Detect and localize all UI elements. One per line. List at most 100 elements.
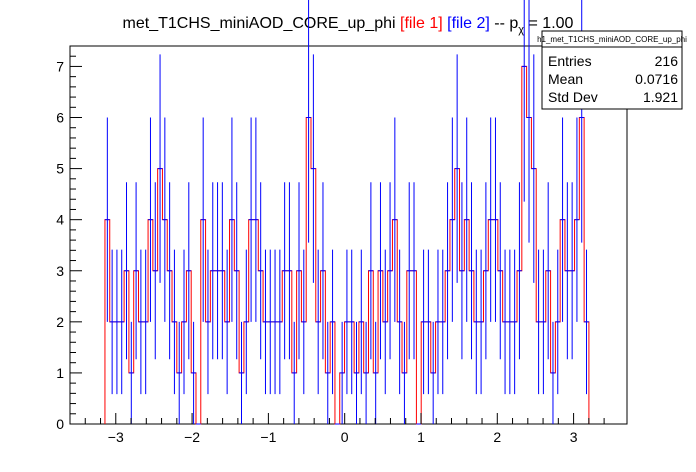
series-2-bin: [315, 249, 321, 395]
series-2-bin: [157, 54, 163, 283]
title-sep: -- p: [494, 15, 518, 32]
series-2-bin: [392, 117, 398, 322]
stats-value-stddev: 1.921: [643, 89, 678, 105]
series-2-bin: [354, 321, 359, 424]
series-2-bin: [569, 182, 575, 360]
stats-value-mean: 0.0716: [635, 71, 678, 87]
series-2-bin: [243, 249, 249, 395]
series-2-bin: [176, 321, 182, 424]
series-2-bin: [282, 182, 288, 360]
series-2-bin: [128, 321, 134, 424]
series-2-bin: [550, 321, 556, 424]
stats-box-border: [541, 30, 683, 110]
series-2-bin: [200, 117, 206, 322]
series-2-bin: [339, 321, 345, 424]
series-2-bin: [421, 249, 426, 395]
series-2-bin: [459, 182, 465, 360]
series-2-bin: [469, 182, 474, 360]
series-2-bin: [425, 249, 431, 395]
series-2-bin: [172, 249, 177, 395]
series-2-bin: [493, 117, 498, 322]
y-tick-label: 6: [56, 110, 64, 126]
y-tick-label: 4: [56, 212, 64, 228]
series-2-bin: [445, 182, 450, 360]
series-2-bin: [152, 182, 158, 360]
axes-layer: −3 −2 −1 0 1 2 3 0 1 2 3 4 5 6 7: [56, 55, 605, 445]
series-2-bin: [291, 321, 297, 424]
series-2-bin: [205, 249, 211, 395]
series-2-bin: [215, 182, 220, 360]
series-2-bin: [378, 182, 383, 360]
x-tick-label: −1: [260, 429, 276, 445]
series-2-bin: [397, 249, 403, 395]
x-tick-label: 2: [493, 429, 501, 445]
series-2-bin: [406, 182, 412, 360]
series-2-bin: [191, 321, 196, 424]
series-2-bin: [526, 0, 532, 243]
y-tick-label: 1: [56, 365, 64, 381]
series-2-bin: [349, 249, 355, 395]
title-pval: = 1.00: [524, 15, 573, 32]
series-2-bin: [330, 249, 335, 395]
title-main: met_T1CHS_miniAOD_CORE_up_phi: [123, 15, 396, 32]
series-2-bin: [382, 249, 388, 395]
series-2-bin: [162, 117, 168, 322]
series-2-bin: [521, 0, 527, 202]
x-tick-label: 1: [417, 429, 425, 445]
series-2-bin: [555, 249, 561, 395]
series-2-bin: [358, 249, 364, 395]
series-2-bin: [253, 117, 259, 322]
title-sub: χ: [518, 24, 524, 36]
series-2-bin: [167, 182, 173, 360]
series-2-bin: [148, 117, 153, 322]
chart-title: met_T1CHS_miniAOD_CORE_up_phi [file 1] […: [123, 15, 574, 36]
y-tick-label: 5: [56, 161, 64, 177]
series-2-bin: [435, 249, 441, 395]
plot-frame: [69, 45, 628, 425]
series-2-bin: [531, 54, 537, 283]
series-2-bin: [488, 117, 494, 322]
series-2-bin: [464, 117, 470, 322]
series-layer: [104, 0, 590, 425]
series-2-bin: [272, 249, 278, 395]
series-2-bin: [402, 321, 407, 424]
series-2-bin: [497, 182, 503, 360]
series-2-bin: [325, 321, 331, 424]
series-2-bin: [186, 182, 192, 360]
series-2-bin: [373, 321, 379, 424]
x-tick-label: −3: [108, 429, 124, 445]
series-2-bin: [502, 249, 508, 395]
series-2-bin: [124, 182, 129, 360]
series-2-bin: [536, 249, 541, 395]
series-2-bin: [114, 249, 120, 395]
series-2-bin: [224, 249, 230, 395]
series-2-bin: [363, 321, 369, 424]
series-2-bin: [440, 249, 446, 395]
series-2-bin: [368, 182, 374, 360]
series-2-bin: [545, 182, 551, 360]
series-2-bin: [234, 182, 240, 360]
series-2-bin: [478, 249, 484, 395]
stats-box: h1_met_T1CHS_miniAOD_CORE_up_phi Entries…: [537, 30, 687, 110]
series-2-bin: [584, 249, 589, 395]
series-2-bin: [387, 182, 393, 360]
series-2-bin: [138, 249, 144, 395]
y-tick-label: 3: [56, 263, 64, 279]
series-2-bin: [248, 117, 254, 322]
y-tick-label: 0: [56, 416, 64, 432]
series-2-bin: [119, 249, 125, 395]
series-2-bin: [430, 321, 436, 424]
stats-label-mean: Mean: [548, 71, 583, 87]
series-2-bin: [560, 117, 565, 322]
series-2-bin: [483, 182, 489, 360]
series-2-bin: [344, 249, 350, 395]
series-2-bin: [263, 249, 268, 395]
title-file2: [file 2]: [447, 15, 490, 32]
x-tick-label: −2: [184, 429, 200, 445]
stats-title: h1_met_T1CHS_miniAOD_CORE_up_phi: [537, 35, 687, 44]
x-tick-label: 0: [341, 429, 349, 445]
series-2-bin: [540, 249, 546, 395]
series-2-bin: [210, 182, 216, 360]
stats-value-entries: 216: [655, 53, 679, 69]
